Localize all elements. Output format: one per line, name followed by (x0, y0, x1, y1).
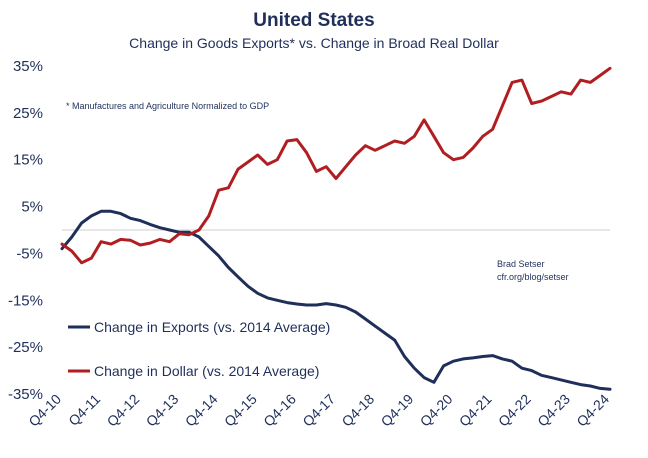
x-tick-label: Q4-14 (182, 391, 221, 430)
series-line-dollar (60, 66, 612, 265)
y-tick-label: -35% (8, 386, 43, 403)
y-tick-label: -5% (16, 245, 43, 262)
x-tick-label: Q4-18 (338, 391, 377, 430)
x-tick-label: Q4-21 (456, 391, 495, 430)
y-tick-label: 5% (21, 199, 43, 216)
y-tick-label: -15% (8, 292, 43, 309)
y-tick-label: -25% (8, 339, 43, 356)
legend-label-exports: Change in Exports (vs. 2014 Average) (94, 319, 330, 335)
legend-label-dollar: Change in Dollar (vs. 2014 Average) (94, 363, 319, 379)
x-tick-label: Q4-15 (221, 391, 260, 430)
x-tick-label: Q4-11 (65, 391, 103, 429)
y-tick-label: 15% (13, 152, 43, 169)
credit-author: Brad Setser (497, 259, 545, 269)
series-lines (60, 66, 612, 391)
x-tick-label: Q4-19 (378, 391, 417, 430)
credit-url: cfr.org/blog/setser (497, 272, 569, 282)
chart-subtitle: Change in Goods Exports* vs. Change in B… (129, 35, 499, 51)
y-tick-label: 25% (13, 105, 43, 122)
x-tick-label: Q4-23 (534, 391, 573, 430)
x-tick-label: Q4-17 (299, 391, 338, 430)
legend: Change in Exports (vs. 2014 Average) Cha… (68, 319, 330, 379)
y-axis-ticks: 35% 25% 15% 5% -5% -15% -25% -35% (8, 58, 43, 403)
chart-annotation: * Manufactures and Agriculture Normalize… (66, 101, 269, 111)
chart-title: United States (253, 10, 374, 31)
x-tick-label: Q4-24 (573, 391, 612, 430)
x-tick-label: Q4-13 (143, 391, 182, 430)
x-tick-label: Q4-16 (260, 391, 299, 430)
y-tick-label: 35% (13, 58, 43, 75)
x-tick-label: Q4-12 (104, 391, 143, 430)
x-tick-label: Q4-20 (417, 391, 456, 430)
series-line-exports (60, 209, 612, 391)
x-axis-ticks: Q4-10 Q4-11 Q4-12 Q4-13 Q4-14 Q4-15 Q4-16 Q4-17… (25, 391, 612, 430)
x-tick-label: Q4-22 (495, 391, 534, 430)
